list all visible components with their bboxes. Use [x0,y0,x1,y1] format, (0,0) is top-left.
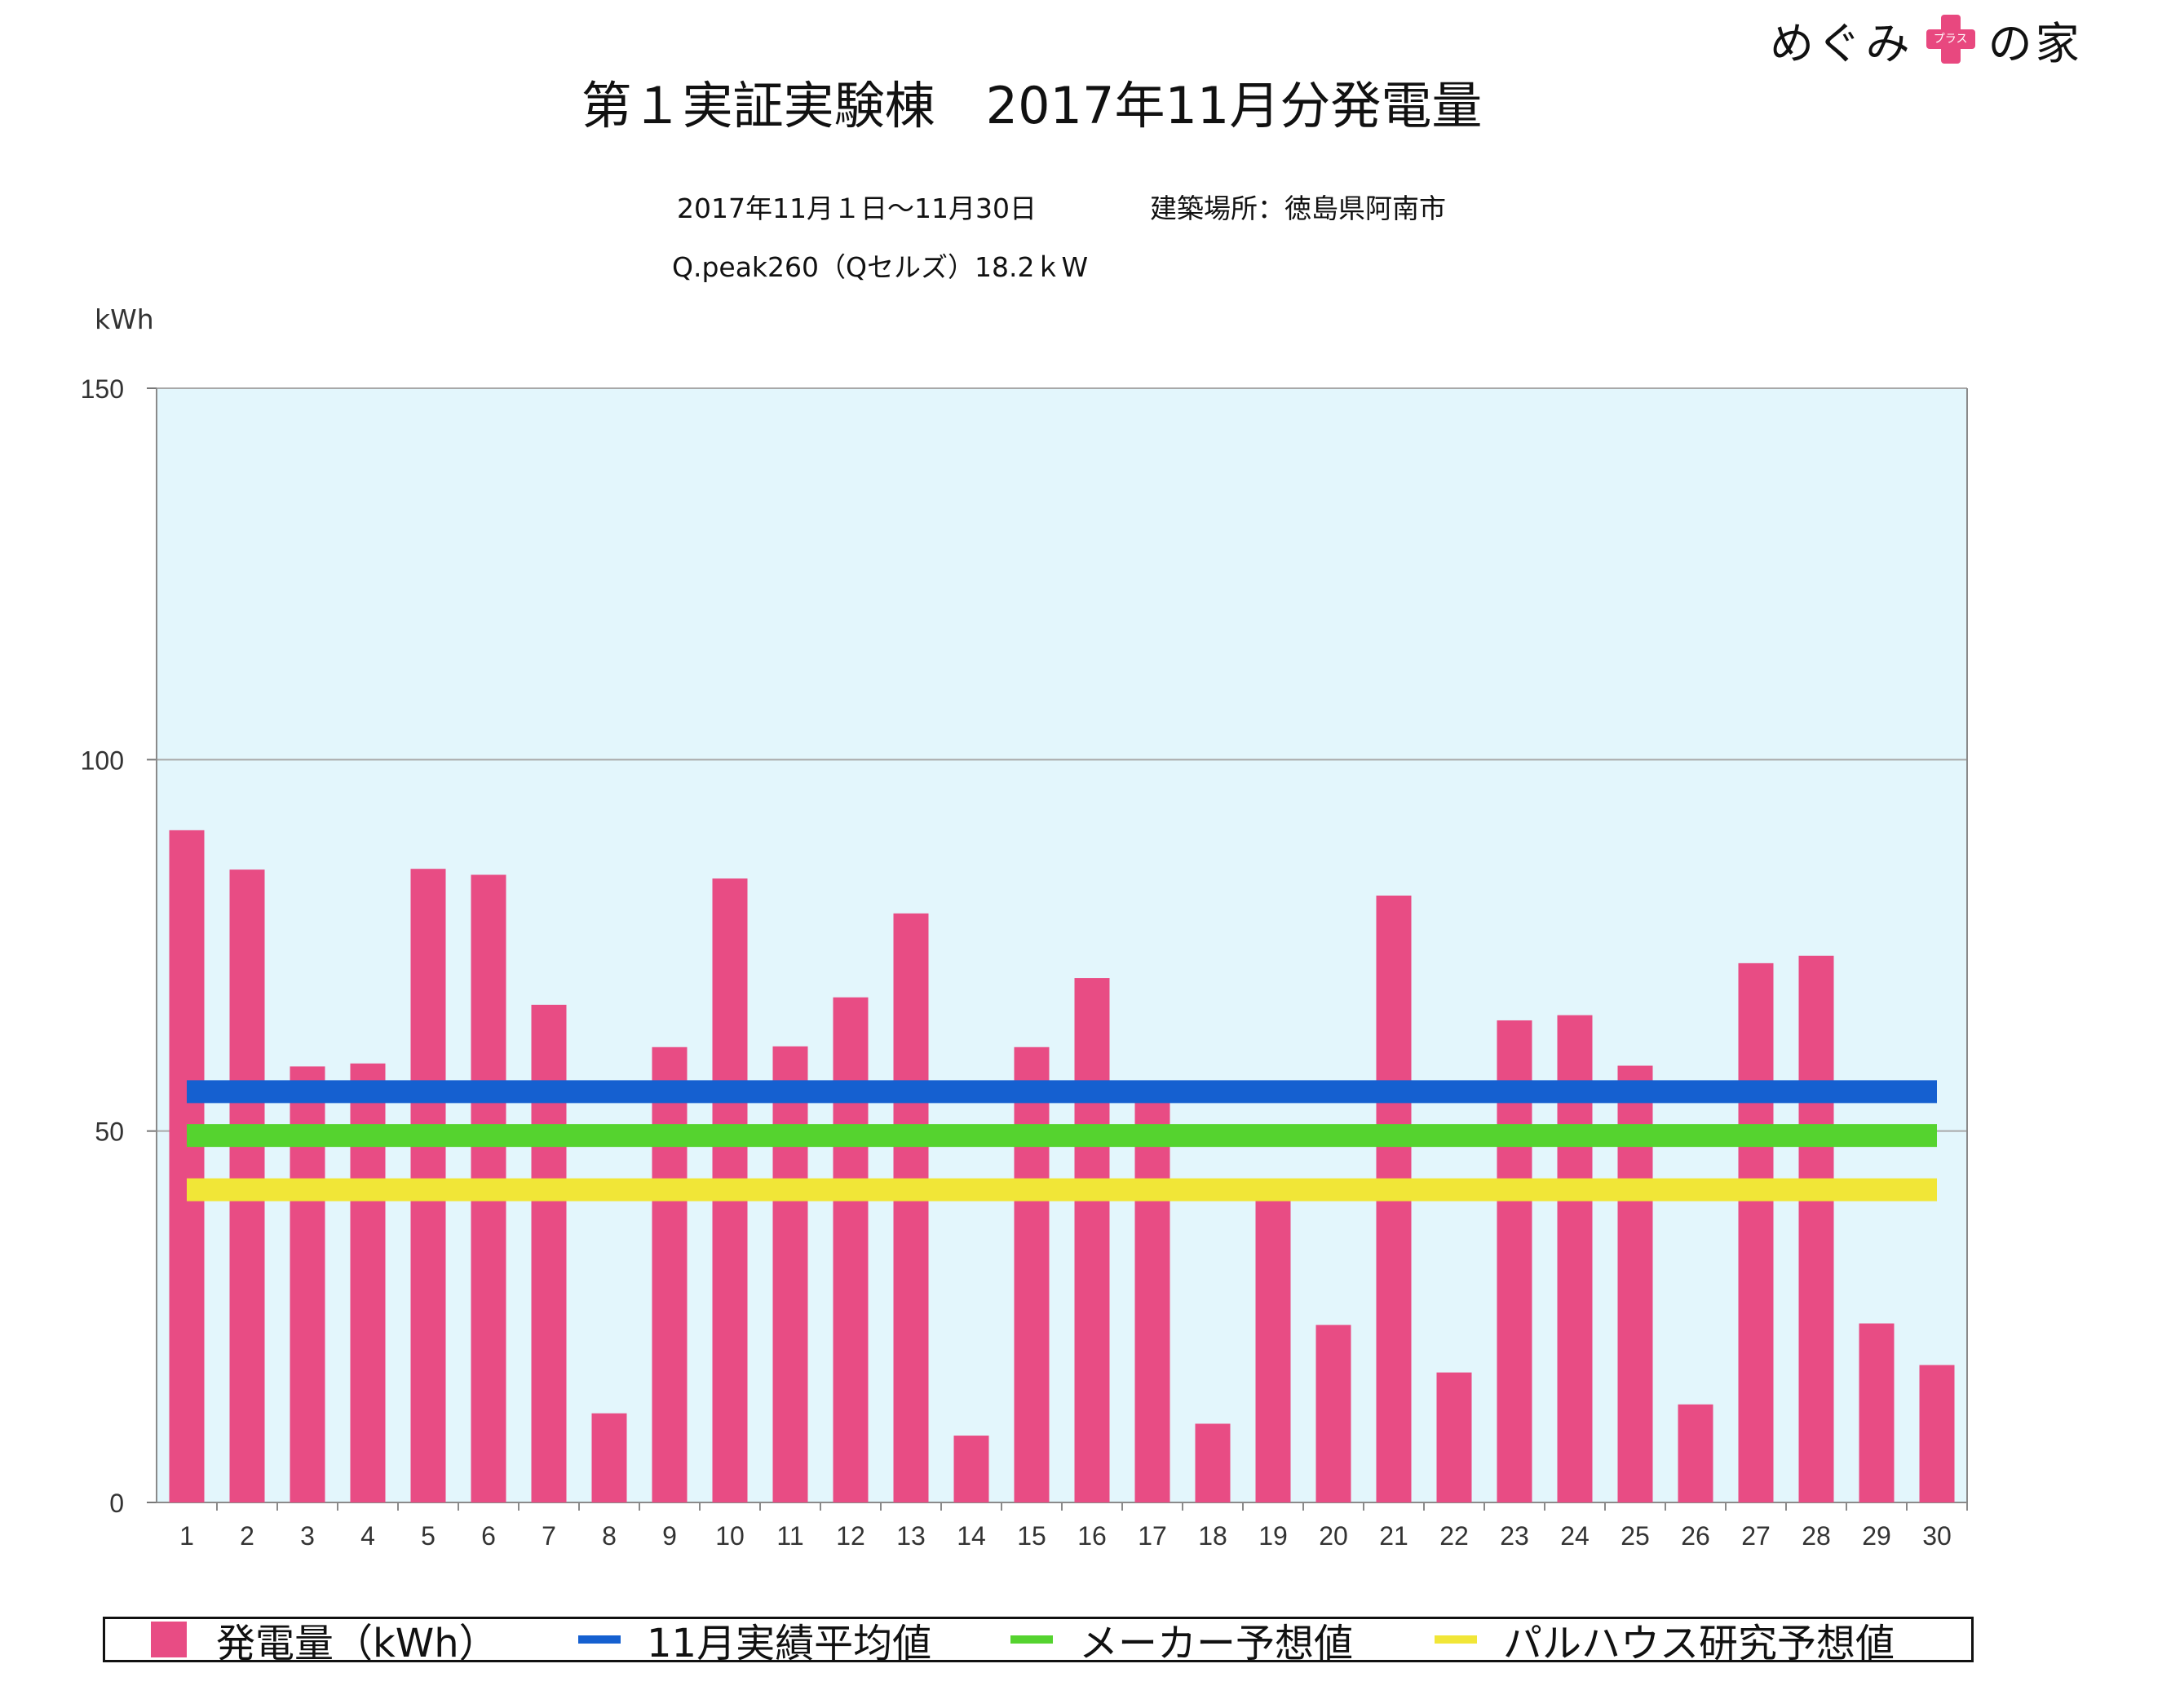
bar [1074,978,1110,1502]
legend-item-generation: 発電量（kWh） [151,1619,498,1666]
brand-logo: めぐみ プラス の家 [1770,7,2083,72]
bar [531,1004,567,1502]
bar [1859,1323,1895,1502]
legend-label-maker: メーカー予想値 [1079,1621,1354,1666]
legend-label-average: 11月実績平均値 [647,1621,932,1666]
y-tick-label: 0 [109,1489,124,1518]
x-tick-label: 13 [896,1521,926,1551]
x-tick-label: 19 [1258,1521,1288,1551]
y-tick-label: 150 [81,374,124,404]
chart-legend: 発電量（kWh） 11月実績平均値 メーカー予想値 パルハウス研究予想値 [103,1617,1974,1666]
y-axis-unit: kWh [95,303,154,335]
bar [169,830,205,1502]
y-tick-label: 50 [95,1117,124,1147]
panel-spec-text: Q.peak260（Qセルズ）18.2ｋW [672,251,1089,283]
logo-plus-text: プラス [1933,33,1968,46]
bar [1678,1404,1713,1502]
logo-text-left: めぐみ [1770,17,1913,69]
x-tick-label: 8 [602,1521,617,1551]
bar [1315,1325,1351,1502]
y-tick-label: 100 [81,746,124,775]
x-tick-label: 6 [481,1521,496,1551]
bar [652,1046,688,1502]
plus-icon: プラス [1925,13,1977,65]
bar [1738,962,1774,1502]
legend-swatch-palhouse [1435,1635,1477,1644]
x-tick-label: 3 [300,1521,315,1551]
bar [833,997,869,1502]
bar [1436,1372,1472,1502]
bar [893,913,929,1502]
period-text: 2017年11月１日〜11月30日 [677,192,1037,224]
x-tick-label: 20 [1319,1521,1348,1551]
bar [1798,955,1834,1502]
logo-text-right: の家 [1988,17,2083,69]
bar [1014,1046,1050,1502]
x-tick-label: 28 [1802,1521,1831,1551]
x-tick-label: 24 [1560,1521,1590,1551]
x-tick-label: 2 [240,1521,254,1551]
x-tick-label: 10 [715,1521,745,1551]
x-tick-label: 27 [1741,1521,1771,1551]
x-tick-label: 14 [957,1521,986,1551]
bar [772,1046,808,1502]
bar [1255,1190,1291,1502]
legend-swatch-bar [151,1622,187,1657]
bar [1919,1365,1955,1502]
legend-item-maker: メーカー予想値 [1010,1619,1353,1666]
legend-swatch-maker [1010,1635,1053,1644]
x-tick-label: 11 [776,1521,803,1551]
x-tick-label: 25 [1621,1521,1650,1551]
legend-label-generation: 発電量（kWh） [216,1621,498,1666]
bar [1134,1094,1170,1502]
bar [953,1436,989,1502]
x-tick-label: 29 [1862,1521,1891,1551]
x-tick-label: 21 [1379,1521,1408,1551]
bar [1195,1423,1231,1502]
x-tick-label: 17 [1138,1521,1167,1551]
legend-swatch-average [578,1635,621,1644]
x-tick-label: 23 [1500,1521,1529,1551]
legend-item-palhouse: パルハウス研究予想値 [1435,1619,1895,1666]
x-tick-label: 4 [360,1521,375,1551]
x-tick-label: 5 [421,1521,436,1551]
x-tick-label: 16 [1077,1521,1107,1551]
x-tick-label: 30 [1922,1521,1952,1551]
legend-item-average: 11月実績平均値 [578,1619,931,1666]
x-tick-label: 7 [542,1521,556,1551]
x-tick-label: 15 [1017,1521,1046,1551]
x-tick-label: 9 [662,1521,677,1551]
chart-title: 第１実証実験棟 2017年11月分発電量 [581,76,1483,135]
x-tick-label: 18 [1198,1521,1227,1551]
x-tick-label: 12 [836,1521,865,1551]
legend-label-palhouse: パルハウス研究予想値 [1503,1621,1895,1666]
plot-area [157,388,1967,1502]
x-tick-label: 1 [179,1521,194,1551]
location-text: 建築場所：徳島県阿南市 [1150,192,1446,224]
x-tick-label: 22 [1439,1521,1469,1551]
bar [591,1413,627,1502]
x-tick-label: 26 [1681,1521,1710,1551]
